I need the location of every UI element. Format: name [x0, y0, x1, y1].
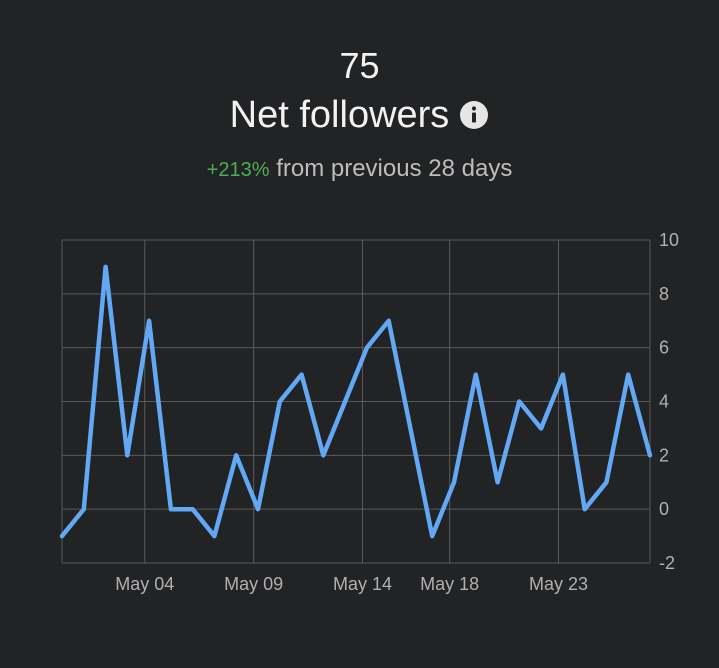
comparison-text: from previous 28 days: [276, 155, 513, 182]
metric-title: Net followers: [229, 94, 450, 136]
y-tick-label: 10: [659, 230, 679, 250]
y-tick-label: 2: [659, 445, 669, 465]
x-tick-label: May 18: [420, 574, 479, 594]
title-row: Net followers: [0, 92, 719, 138]
x-tick-label: May 04: [115, 574, 174, 594]
y-tick-label: -2: [659, 553, 675, 573]
y-tick-label: 6: [659, 338, 669, 358]
x-tick-label: May 14: [333, 574, 392, 594]
x-tick-label: May 23: [529, 574, 588, 594]
series-line: [59, 264, 653, 539]
y-tick-label: 0: [659, 499, 669, 519]
y-tick-label: 8: [659, 284, 669, 304]
info-icon[interactable]: [459, 100, 489, 130]
y-tick-label: 4: [659, 392, 669, 412]
change-summary: +213% from previous 28 days: [0, 154, 719, 185]
total-value: 75: [339, 45, 380, 86]
x-tick-label: May 09: [224, 574, 283, 594]
change-percent: +213%: [206, 159, 270, 181]
